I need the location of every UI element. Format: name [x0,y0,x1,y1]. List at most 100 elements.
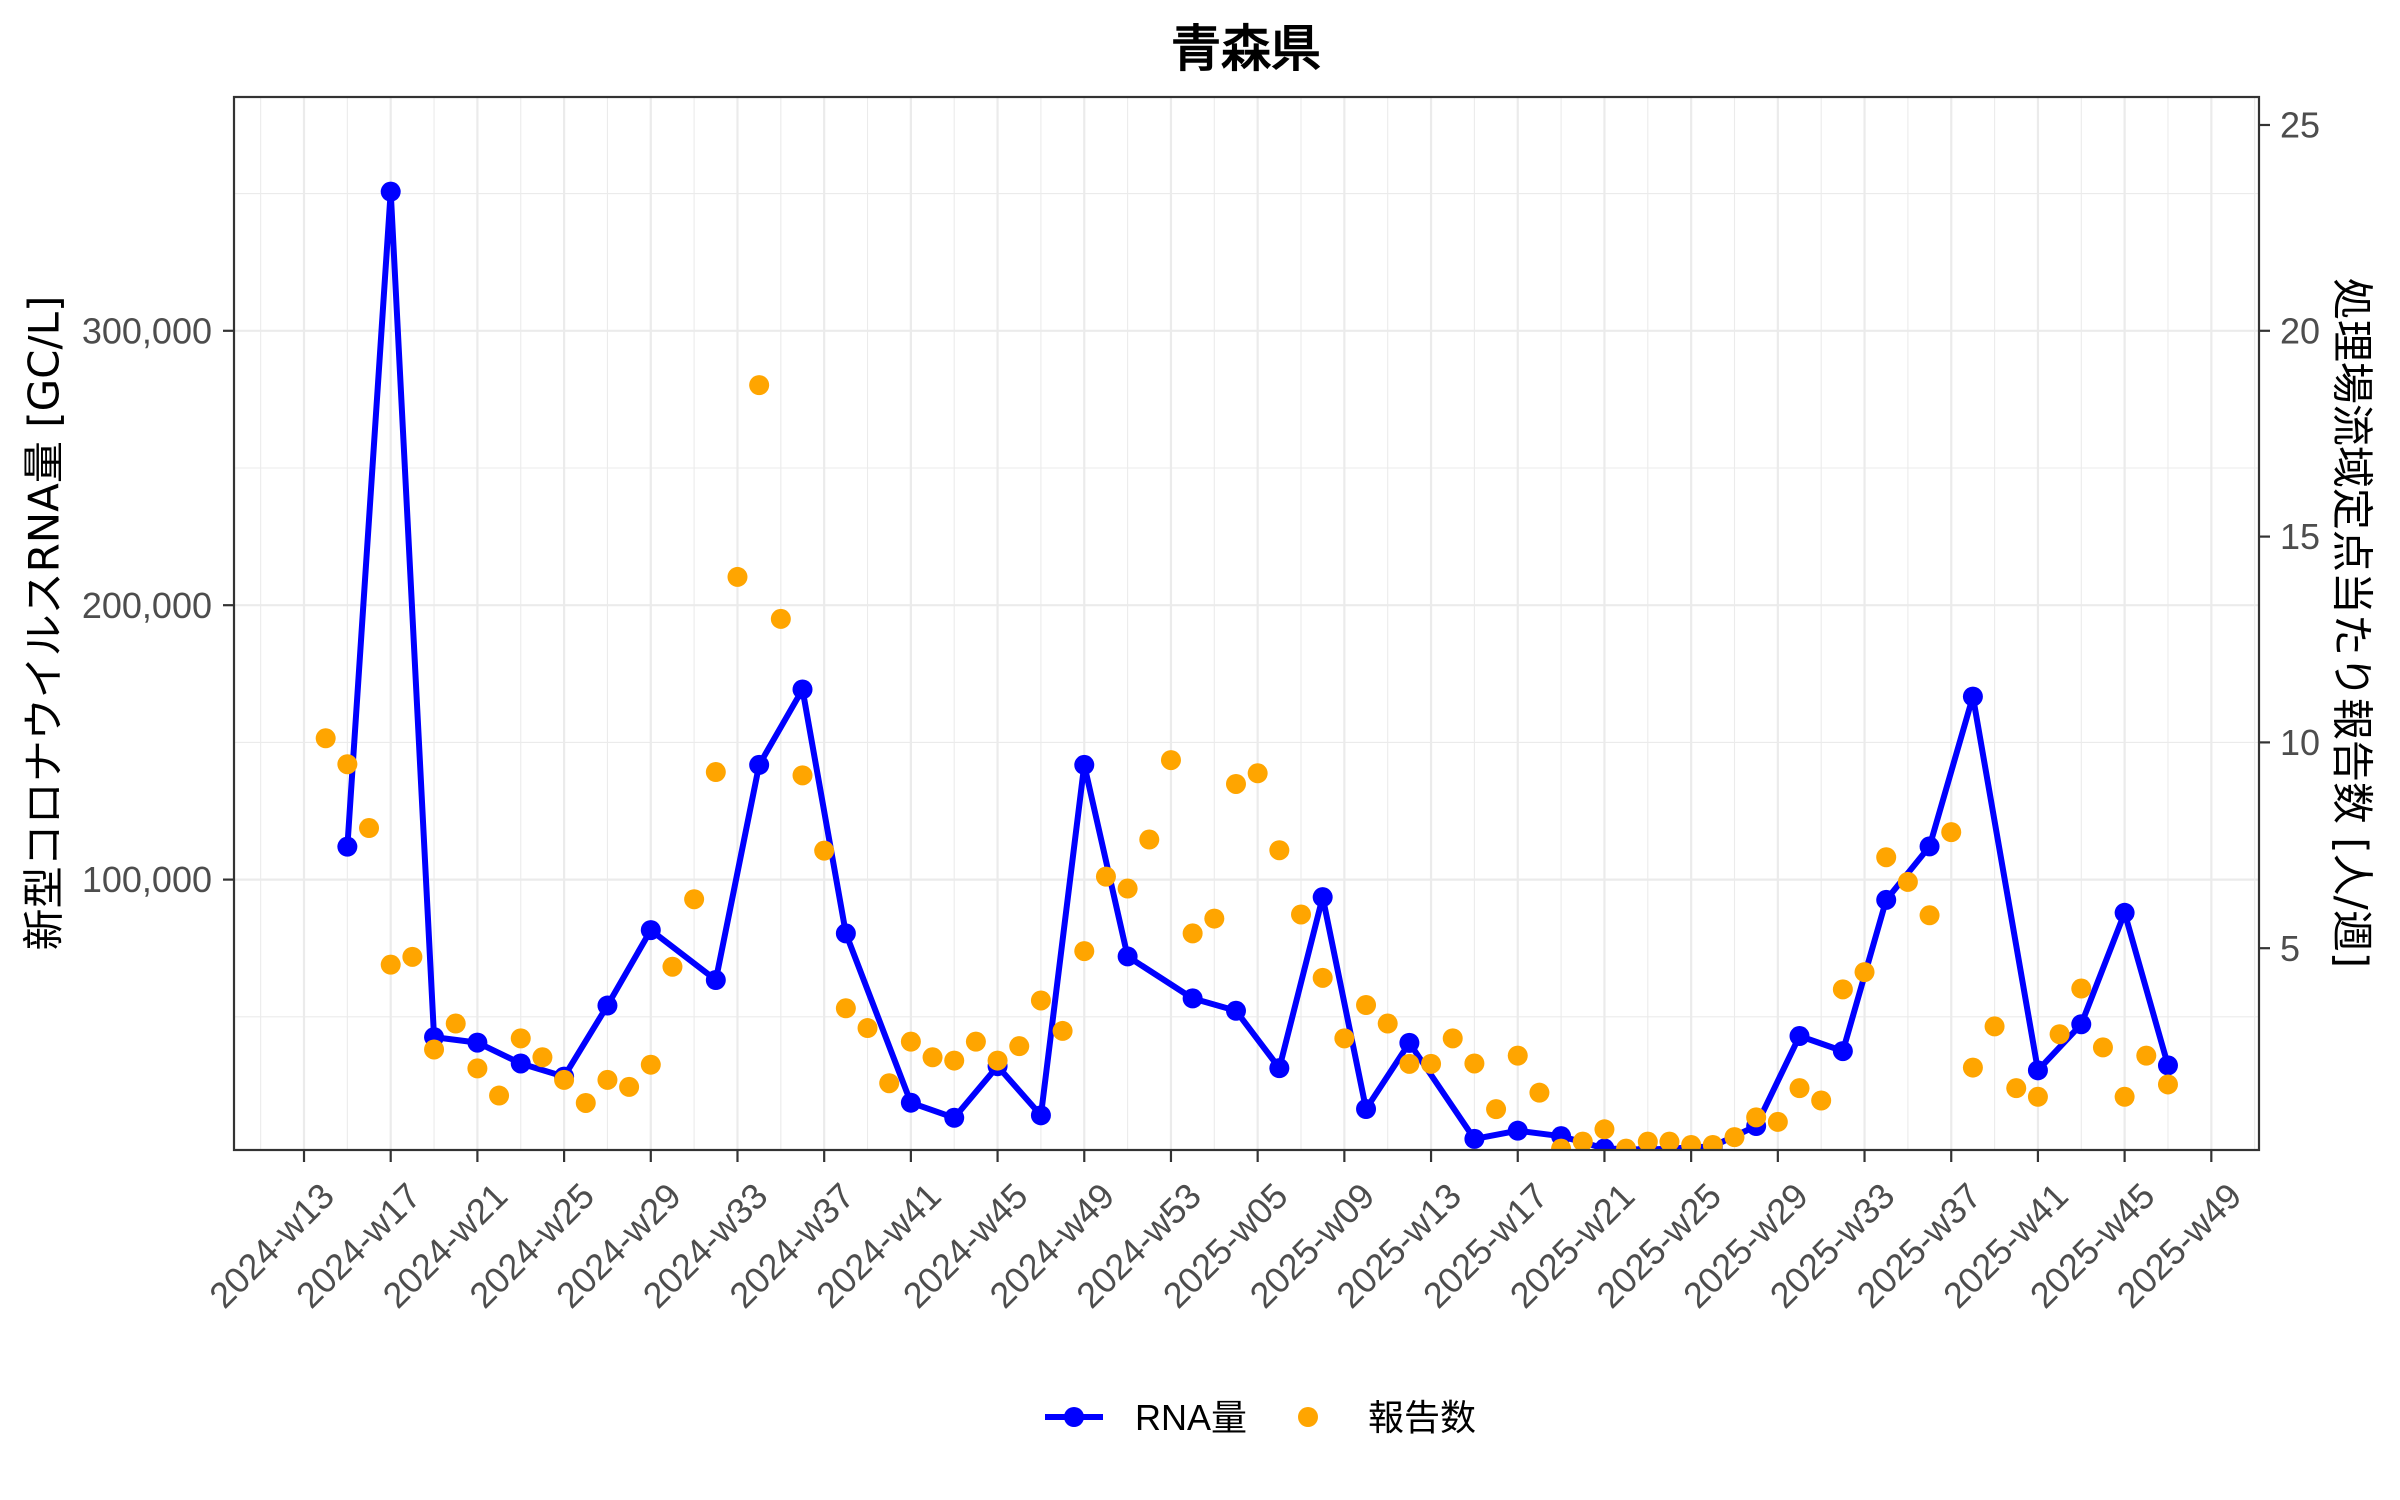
report-data-point [510,1028,531,1049]
rna-data-point [749,754,770,775]
report-data-point [1182,923,1203,944]
plot-panel [232,95,2261,1152]
report-data-point [575,1092,596,1113]
report-data-point [1854,962,1875,983]
report-data-point [662,956,683,977]
report-data-point [1767,1111,1788,1132]
legend-label-rna: RNA量 [1135,1397,1247,1438]
data-layer [315,181,2178,1150]
legend-blue-dot-icon [1064,1407,1084,1427]
report-data-point [835,998,856,1019]
legend-item-rna: RNA量 [1045,1397,1247,1438]
y-axis-left: 100,000 200,000 300,000 [82,310,234,900]
rna-data-point [510,1053,531,1074]
report-data-point [1637,1131,1658,1150]
rna-data-point [1507,1120,1528,1141]
report-data-point [1095,866,1116,887]
report-data-point [814,840,835,861]
report-data-point [684,889,705,910]
report-data-point [1811,1090,1832,1111]
rna-data-point [1225,1000,1246,1021]
report-data-point [532,1047,553,1068]
report-data-point [1876,847,1897,868]
rna-data-point [705,970,726,991]
y-axis-right-title: 処理場流域定点当たり報告数 [人/週] [2328,278,2377,968]
report-data-point [2092,1037,2113,1058]
rna-data-point [467,1032,488,1053]
report-data-point [359,818,380,839]
report-data-point [1594,1119,1615,1140]
rna-data-point [1182,988,1203,1009]
report-data-point [1724,1127,1745,1148]
rna-data-point [2114,902,2135,923]
chart-title: 青森県 [1171,20,1321,78]
report-data-point [1052,1020,1073,1041]
rna-data-point [1919,836,1940,857]
y-axis-tick-label: 100,000 [82,859,212,900]
report-data-point [965,1031,986,1052]
report-data-point [1616,1138,1637,1150]
report-data-point [445,1013,466,1034]
report-data-point [1984,1016,2005,1037]
rna-data-point [380,181,401,202]
rna-data-point [1030,1105,1051,1126]
panel-background [234,97,2259,1150]
report-data-point [597,1069,618,1090]
report-data-point [2027,1086,2048,1107]
report-data-point [1160,750,1181,771]
report-data-point [315,728,336,749]
report-data-point [1507,1045,1528,1066]
rna-data-point [2027,1060,2048,1081]
rna-data-point [1962,686,1983,707]
report-data-point [1421,1053,1442,1074]
report-data-point [640,1054,661,1075]
report-data-point [1941,822,1962,843]
report-data-point [1464,1053,1485,1074]
report-data-point [1962,1057,1983,1078]
report-data-point [1399,1053,1420,1074]
report-data-point [1659,1131,1680,1150]
report-data-point [489,1085,510,1106]
rna-data-point [900,1092,921,1113]
report-data-point [705,762,726,783]
report-data-point [792,765,813,786]
report-data-point [2114,1086,2135,1107]
y2-axis-tick-label: 15 [2280,516,2320,557]
rna-data-point [1074,754,1095,775]
report-data-point [1074,941,1095,962]
report-data-point [1897,871,1918,892]
report-data-point [1702,1134,1723,1150]
report-data-point [402,946,423,967]
report-data-point [1572,1131,1593,1150]
report-data-point [1030,990,1051,1011]
report-data-point [619,1076,640,1097]
report-data-point [1377,1013,1398,1034]
rna-data-point [1399,1032,1420,1053]
rna-data-point [597,995,618,1016]
legend-orange-dot-icon [1298,1407,1318,1427]
y-axis-tick-label: 300,000 [82,310,212,351]
report-data-point [1681,1134,1702,1150]
report-data-point [424,1039,445,1060]
rna-data-point [835,923,856,944]
report-data-point [1269,840,1290,861]
legend: RNA量 報告数 [1045,1397,1476,1438]
report-data-point [2136,1045,2157,1066]
report-data-point [1356,995,1377,1016]
report-data-point [1486,1099,1507,1120]
report-data-point [1117,878,1138,899]
rna-data-point [1594,1138,1615,1150]
rna-data-point [1789,1026,1810,1047]
report-data-point [922,1047,943,1068]
report-data-point [1832,979,1853,1000]
rna-data-point [1312,887,1333,908]
rna-data-point [1356,1099,1377,1120]
y2-axis-tick-label: 5 [2280,928,2300,969]
legend-label-reports: 報告数 [1368,1397,1476,1438]
rna-data-point [1464,1128,1485,1149]
report-data-point [900,1031,921,1052]
report-data-point [2006,1078,2027,1099]
report-data-point [1009,1036,1030,1057]
rna-data-point [640,920,661,941]
report-data-point [554,1069,575,1090]
